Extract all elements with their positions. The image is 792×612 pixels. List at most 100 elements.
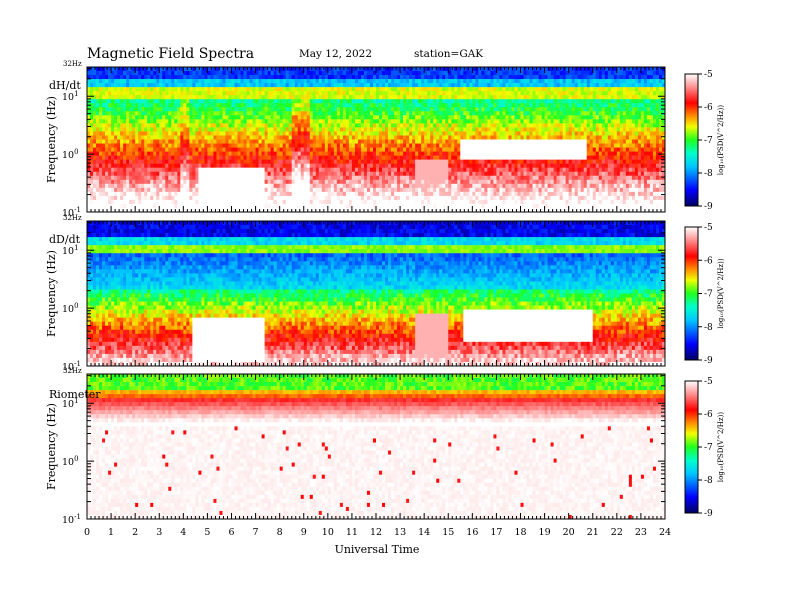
heatmap-cell — [165, 115, 169, 120]
heatmap-cell — [580, 135, 585, 140]
heatmap-cell — [147, 79, 151, 84]
heatmap-cell — [574, 147, 578, 152]
heatmap-cell — [388, 139, 392, 144]
heatmap-cell — [604, 83, 609, 88]
heatmap-cell — [640, 111, 645, 116]
heatmap-cell — [460, 79, 464, 84]
heatmap-cell — [442, 111, 446, 116]
heatmap-cell — [237, 87, 241, 92]
heatmap-cell — [541, 123, 545, 128]
heatmap-cell — [303, 71, 308, 76]
heatmap-cell — [457, 127, 461, 132]
heatmap-cell — [484, 127, 488, 132]
heatmap-cell — [445, 119, 449, 124]
heatmap-cell — [400, 107, 404, 112]
heatmap-cell — [463, 127, 467, 132]
heatmap-cell — [246, 83, 250, 88]
heatmap-cell — [418, 151, 422, 156]
heatmap-cell — [637, 131, 642, 136]
heatmap-cell — [406, 119, 410, 124]
heatmap-cell — [565, 131, 569, 136]
heatmap-cell — [108, 107, 112, 112]
heatmap-cell — [406, 139, 410, 144]
heatmap-cell — [177, 79, 181, 84]
heatmap-cell — [345, 155, 350, 160]
heatmap-cell — [168, 147, 172, 152]
heatmap-cell — [631, 91, 636, 96]
heatmap-cell — [228, 79, 232, 84]
heatmap-cell — [580, 107, 585, 112]
heatmap-cell — [216, 139, 220, 144]
heatmap-cell — [87, 139, 91, 144]
heatmap-cell — [315, 75, 320, 80]
heatmap-cell — [613, 75, 618, 80]
heatmap-cell — [150, 103, 154, 108]
heatmap-cell — [219, 111, 223, 116]
heatmap-cell — [147, 151, 151, 156]
heatmap-cell — [369, 75, 374, 80]
heatmap-cell — [538, 147, 542, 152]
heatmap-cell — [129, 103, 133, 108]
heatmap-cell — [153, 143, 157, 148]
heatmap-cell — [439, 147, 443, 152]
heatmap-cell — [216, 135, 220, 140]
heatmap-cell — [484, 167, 488, 173]
heatmap-cell — [649, 123, 654, 128]
heatmap-cell — [144, 163, 148, 168]
heatmap-cell — [652, 99, 657, 104]
heatmap-cell — [634, 123, 639, 128]
heatmap-cell — [189, 127, 193, 132]
heatmap-cell — [204, 163, 208, 168]
heatmap-cell — [466, 135, 470, 140]
heatmap-cell — [499, 159, 503, 164]
heatmap-cell — [400, 143, 404, 148]
heatmap-cell — [126, 167, 130, 173]
heatmap-cell — [574, 87, 578, 92]
heatmap-cell — [448, 127, 452, 132]
heatmap-cell — [264, 111, 268, 116]
heatmap-cell — [640, 123, 645, 128]
heatmap-cell — [622, 111, 627, 116]
heatmap-cell — [327, 71, 332, 76]
heatmap-cell — [357, 123, 362, 128]
heatmap-cell — [279, 123, 283, 128]
heatmap-cell — [129, 91, 133, 96]
heatmap-cell — [415, 147, 419, 152]
heatmap-cell — [174, 91, 178, 96]
heatmap-cell — [306, 67, 311, 72]
heatmap-cell — [141, 91, 145, 96]
heatmap-cell — [502, 99, 506, 104]
heatmap-cell — [586, 123, 591, 128]
heatmap-cell — [150, 107, 154, 112]
heatmap-cell — [186, 83, 190, 88]
heatmap-cell — [276, 143, 280, 148]
heatmap-cell — [487, 99, 491, 104]
heatmap-cell — [511, 87, 515, 92]
heatmap-cell — [321, 91, 326, 96]
heatmap-cell — [87, 143, 91, 148]
heatmap-cell — [565, 127, 569, 132]
heatmap-cell — [631, 115, 636, 120]
heatmap-cell — [640, 147, 645, 152]
heatmap-cell — [511, 99, 515, 104]
heatmap-cell — [391, 147, 395, 152]
heatmap-cell — [342, 79, 347, 84]
heatmap-cell — [421, 115, 425, 120]
heatmap-cell — [96, 167, 100, 173]
heatmap-cell — [285, 107, 289, 112]
heatmap-cell — [394, 79, 398, 84]
heatmap-cell — [625, 159, 630, 164]
heatmap-cell — [102, 159, 106, 164]
heatmap-cell — [180, 83, 184, 88]
heatmap-cell — [460, 151, 464, 156]
heatmap-cell — [276, 79, 280, 84]
heatmap-cell — [348, 135, 353, 140]
heatmap-cell — [388, 71, 392, 76]
heatmap-cell — [297, 91, 302, 96]
heatmap-cell — [517, 163, 521, 168]
heatmap-cell — [222, 71, 226, 76]
heatmap-cell — [252, 147, 256, 152]
heatmap-cell — [372, 131, 377, 136]
heatmap-cell — [535, 159, 539, 164]
heatmap-cell — [357, 111, 362, 116]
